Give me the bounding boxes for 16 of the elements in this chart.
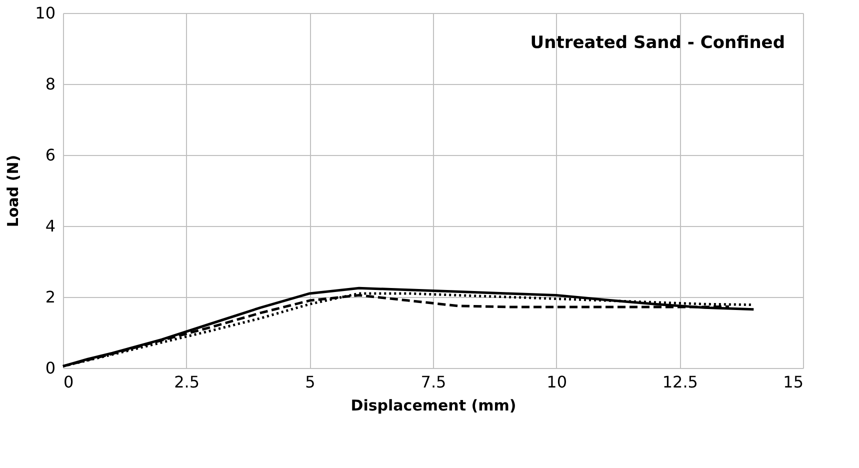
y-tick-label: 0 <box>45 358 56 378</box>
y-tick-label: 8 <box>45 74 56 94</box>
x-tick-label: 0 <box>64 372 74 392</box>
x-tick-label: 2.5 <box>174 372 200 392</box>
x-tick-label: 15 <box>783 372 804 392</box>
y-axis-title: Load (N) <box>4 154 22 228</box>
x-tick-label: 10 <box>546 372 568 392</box>
y-tick-label: 6 <box>45 146 56 164</box>
x-axis-title: Displacement (mm) <box>350 396 516 414</box>
x-tick-label: 12.5 <box>662 372 698 392</box>
y-tick-label: 10 <box>35 4 56 22</box>
text: Untreated Sand - Confined <box>530 33 785 53</box>
x-tick-label: 5 <box>305 372 316 392</box>
y-tick-label: 2 <box>45 288 56 306</box>
y-tick-label: 4 <box>45 216 56 236</box>
x-tick-label: 7.5 <box>420 372 446 392</box>
